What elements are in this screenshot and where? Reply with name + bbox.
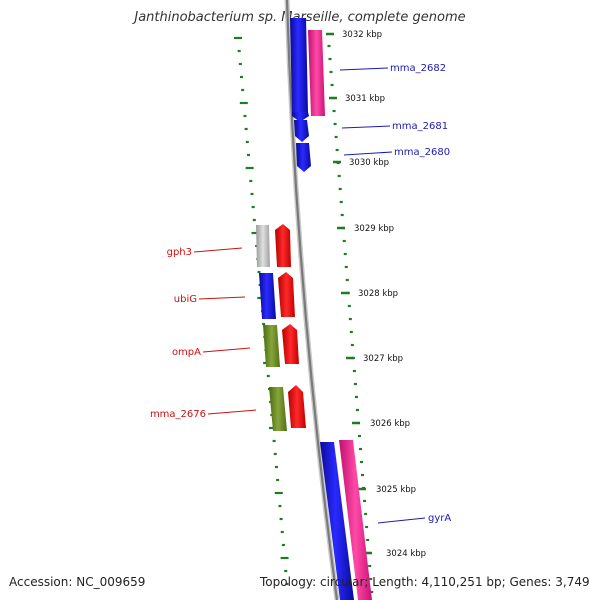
kbp-tick-label: 3026 kbp bbox=[370, 419, 410, 429]
kbp-tick-label: 3030 kbp bbox=[349, 158, 389, 168]
gene-label-gyrA[interactable]: gyrA bbox=[428, 513, 451, 524]
gene-label-gph3[interactable]: gph3 bbox=[167, 247, 192, 258]
label-leader-line bbox=[339, 67, 389, 71]
gene-label-mma-2682[interactable]: mma_2682 bbox=[390, 63, 446, 74]
gene-mma-2682[interactable] bbox=[290, 18, 308, 112]
gene-mma-2682-group bbox=[290, 18, 325, 122]
gene-label-ubiG[interactable]: ubiG bbox=[174, 294, 197, 305]
gene-mma-2680[interactable] bbox=[296, 143, 311, 172]
label-leader-line bbox=[193, 247, 243, 253]
gene-red-2[interactable] bbox=[278, 272, 295, 317]
gene-gyrA-blue[interactable] bbox=[320, 442, 354, 600]
gene-ubiG[interactable] bbox=[259, 273, 276, 319]
gene-label-ompA[interactable]: ompA bbox=[172, 347, 201, 358]
gene-mma-2681[interactable] bbox=[294, 120, 309, 142]
label-leader-line bbox=[377, 517, 426, 524]
gene-label-mma-2676[interactable]: mma_2676 bbox=[150, 409, 206, 420]
kbp-tick-label: 3032 kbp bbox=[342, 30, 382, 40]
gene-ompA[interactable] bbox=[263, 325, 280, 367]
label-leader-line bbox=[341, 125, 391, 129]
gene-gph3[interactable] bbox=[256, 225, 270, 267]
kbp-tick-label: 3024 kbp bbox=[386, 549, 426, 559]
gene-label-mma-2681[interactable]: mma_2681 bbox=[392, 121, 448, 132]
gene-pink-top[interactable] bbox=[308, 30, 325, 116]
label-leader-line bbox=[202, 347, 251, 353]
topology-text: Topology: circular; Length: 4,110,251 bp… bbox=[260, 575, 590, 589]
map-title: Janthinobacterium sp. Marseille, complet… bbox=[134, 10, 466, 25]
accession-text: Accession: NC_009659 bbox=[9, 575, 146, 589]
kbp-tick-label: 3028 kbp bbox=[358, 289, 398, 299]
label-leader-line bbox=[198, 296, 246, 300]
genome-backbone-core bbox=[285, 0, 339, 600]
gene-red-3[interactable] bbox=[282, 324, 299, 364]
gene-red-4[interactable] bbox=[288, 385, 306, 428]
gene-blue-arrow-top[interactable] bbox=[292, 112, 309, 122]
left-tick-dots bbox=[234, 36, 289, 586]
kbp-tick-label: 3027 kbp bbox=[363, 354, 403, 364]
kbp-tick-label: 3031 kbp bbox=[345, 94, 385, 104]
gene-label-mma-2680[interactable]: mma_2680 bbox=[394, 147, 450, 158]
left-gene-labels: gph3 ubiG ompA mma_2676 bbox=[150, 247, 257, 420]
kbp-tick-label: 3029 kbp bbox=[354, 224, 394, 234]
label-leader-line bbox=[343, 151, 393, 156]
gene-mma-2676[interactable] bbox=[269, 387, 287, 431]
gene-red-1[interactable] bbox=[275, 224, 291, 267]
kbp-tick-label: 3025 kbp bbox=[376, 485, 416, 495]
right-gene-labels: mma_2682 mma_2681 mma_2680 gyrA bbox=[339, 63, 451, 524]
kbp-ticks: 3032 kbp 3031 kbp 3030 kbp 3029 kbp 3028… bbox=[326, 30, 426, 559]
label-leader-line bbox=[207, 409, 257, 415]
gene-gyrA-pink[interactable] bbox=[339, 440, 372, 600]
